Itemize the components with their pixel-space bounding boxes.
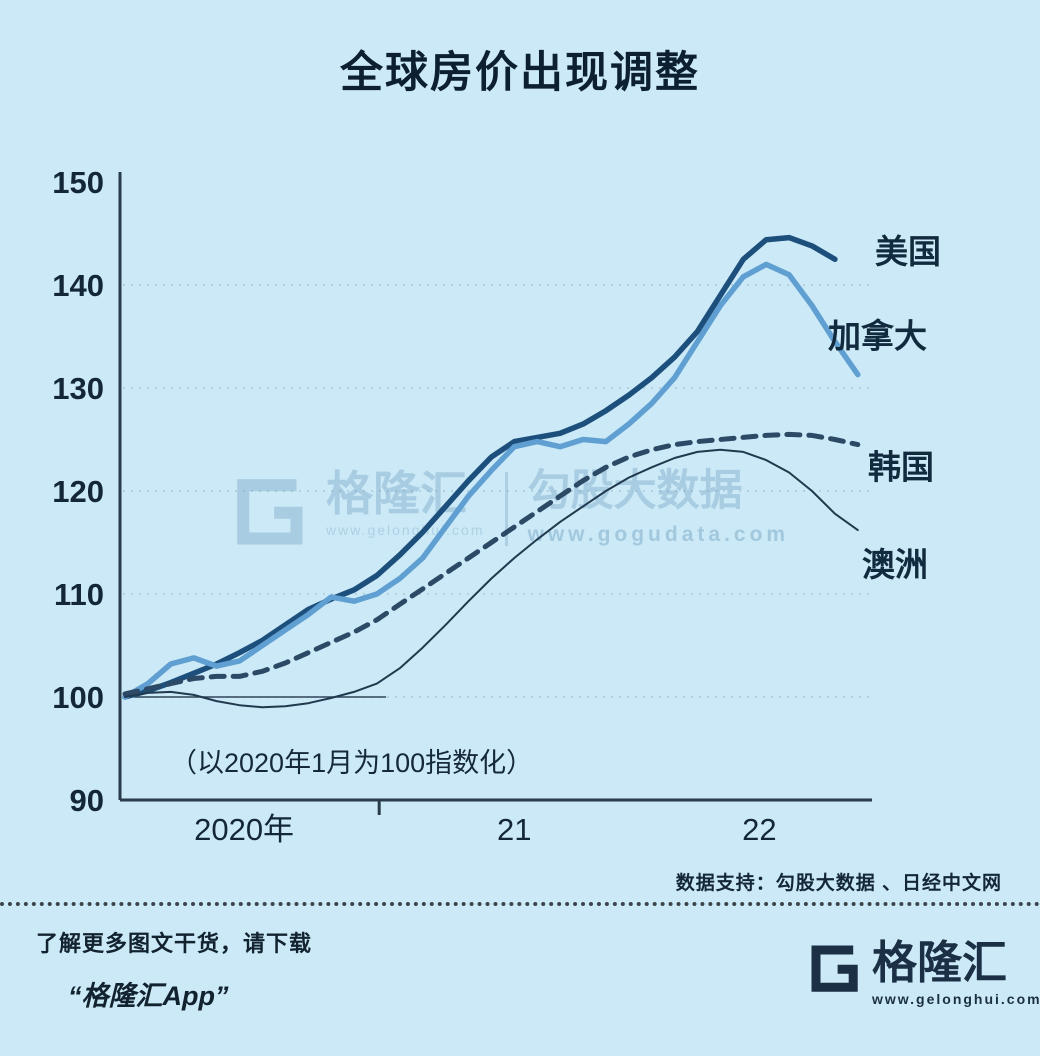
watermark-divider bbox=[504, 472, 508, 546]
line-chart: 150 140 130 120 110 100 90 2020年 21 22 （以2020年1月为1… bbox=[52, 165, 941, 847]
gelonghui-logo-icon bbox=[811, 945, 858, 992]
x-tick-label: 21 bbox=[497, 812, 531, 847]
data-credit: 数据支持：勾股大数据 、日经中文网 bbox=[675, 873, 1002, 894]
gelonghui-logo-icon bbox=[237, 479, 303, 545]
footer-cta-line1: 了解更多图文干货，请下载 bbox=[36, 931, 313, 956]
y-tick-label: 100 bbox=[52, 680, 104, 715]
footer-logo: 格隆汇 www.gelonghui.com bbox=[804, 938, 1040, 1007]
watermark-brand-url: www.gelonghui.com bbox=[326, 521, 485, 538]
footer-cta-app-name: “格隆汇App” bbox=[68, 981, 229, 1011]
watermark-partner-url: www.gogudata.com bbox=[527, 523, 790, 547]
x-tick-label: 2020年 bbox=[194, 812, 294, 847]
y-tick-label: 90 bbox=[70, 783, 104, 818]
watermark: 格隆汇 www.gelonghui.com 勾股大数据 www.gogudata… bbox=[226, 467, 790, 554]
y-tick-label: 110 bbox=[54, 577, 104, 612]
footer-brand-url: www.gelonghui.com bbox=[872, 990, 1040, 1007]
watermark-brand-block: 格隆汇 www.gelonghui.com bbox=[326, 468, 485, 538]
series-label: 韩国 bbox=[868, 448, 934, 485]
watermark-partner-block: 勾股大数据 www.gogudata.com bbox=[527, 467, 790, 547]
x-tick-label: 22 bbox=[742, 812, 776, 847]
watermark-brand: 格隆汇 bbox=[326, 467, 467, 520]
y-tick-label: 120 bbox=[52, 474, 104, 509]
y-tick-label: 150 bbox=[52, 165, 104, 200]
series-label: 加拿大 bbox=[828, 318, 927, 355]
dashed-divider bbox=[0, 902, 1040, 906]
index-note: （以2020年1月为100指数化） bbox=[170, 748, 533, 778]
page-title: 全球房价出现调整 bbox=[340, 49, 700, 97]
series-label: 美国 bbox=[875, 233, 941, 270]
watermark-partner: 勾股大数据 bbox=[527, 467, 743, 515]
footer-brand-block: 格隆汇 www.gelonghui.com bbox=[872, 938, 1040, 1007]
y-tick-label: 130 bbox=[52, 371, 104, 406]
series-label: 澳洲 bbox=[862, 546, 928, 583]
y-tick-label: 140 bbox=[52, 268, 104, 303]
footer-brand: 格隆汇 bbox=[872, 937, 1008, 988]
